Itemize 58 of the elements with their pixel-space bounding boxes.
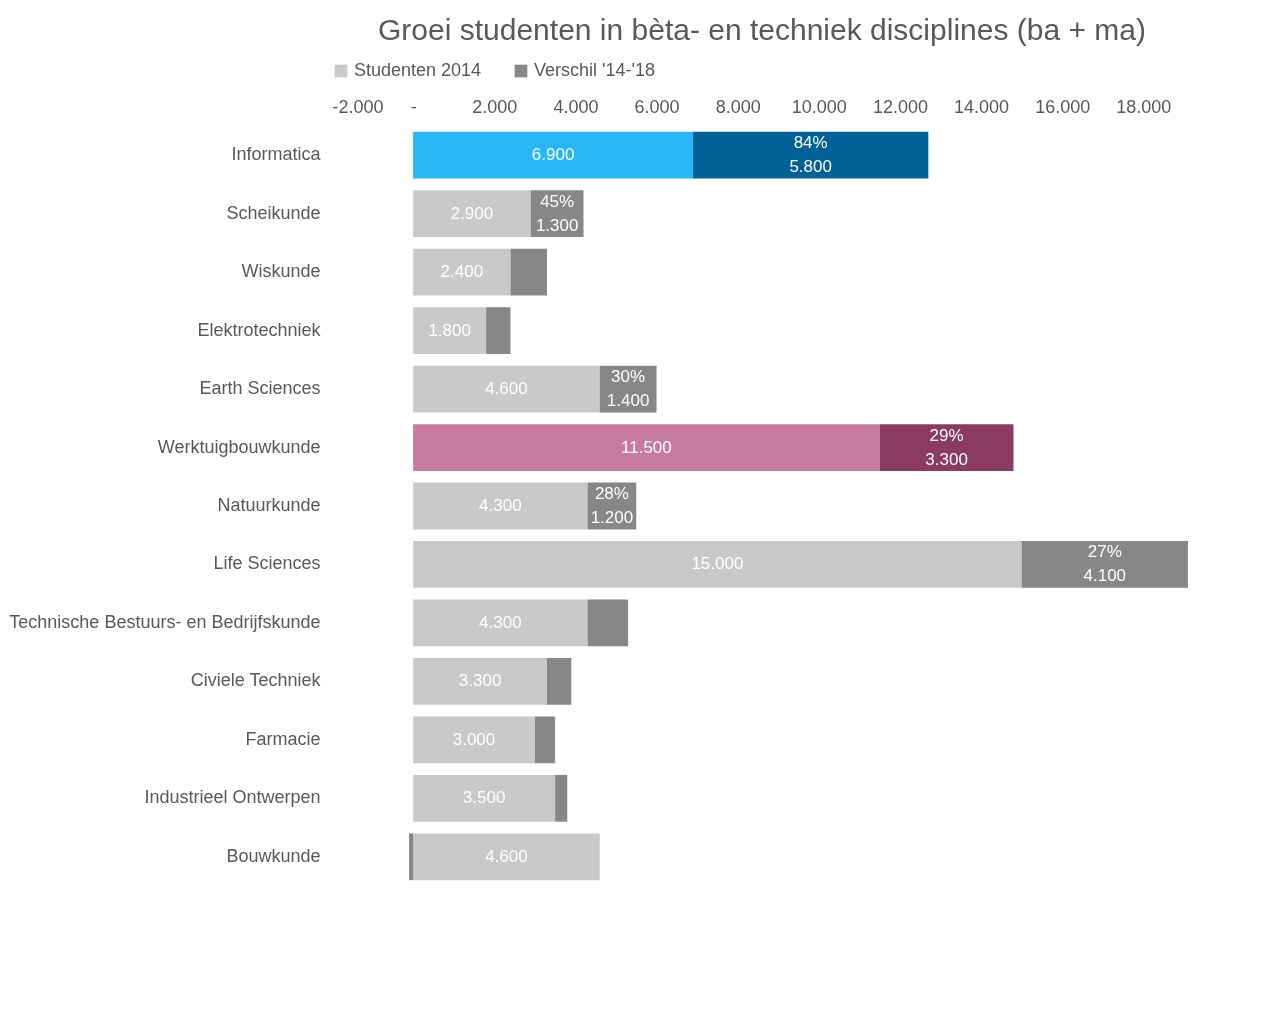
chart-title: Groei studenten in bèta- en techniek disciplines (ba + ma)	[378, 13, 1146, 46]
bar	[413, 190, 531, 238]
bar	[534, 716, 556, 764]
bar	[547, 658, 572, 705]
y-tick-label: Elektrotechniek	[197, 319, 322, 340]
bar	[413, 131, 694, 179]
x-tick-label: 4.000	[553, 96, 599, 117]
x-tick-label: -2.000	[332, 96, 384, 117]
y-tick-label: Civiele Techniek	[190, 670, 322, 691]
y-tick-label: Natuurkunde	[217, 495, 321, 515]
x-tick-label: 16.000	[1035, 96, 1091, 117]
bar	[413, 658, 547, 705]
data-label: 6.900	[531, 145, 575, 165]
bar	[413, 716, 535, 764]
bar	[1021, 541, 1188, 588]
legend-label: Studenten 2014	[354, 60, 482, 80]
x-tick-label: 18.000	[1116, 96, 1172, 117]
bar	[413, 774, 556, 822]
data-label: 84% 5.800	[789, 133, 832, 177]
y-tick-label: Farmacie	[245, 728, 321, 749]
y-tick-label: Wiskunde	[241, 261, 321, 282]
y-tick-label: Earth Sciences	[199, 378, 321, 399]
legend-label: Verschil '14-'18	[534, 60, 655, 80]
bar	[510, 248, 547, 296]
x-tick-label: 14.000	[954, 96, 1010, 117]
y-tick-label: Werktuigbouwkunde	[157, 436, 321, 457]
bar	[879, 424, 1014, 471]
x-tick-label: 10.000	[791, 96, 847, 117]
bar	[413, 424, 880, 471]
y-tick-label: Life Sciences	[213, 553, 321, 574]
y-tick-label: Technische Bestuurs- en Bedrijfskunde	[9, 611, 321, 632]
bar	[413, 482, 588, 530]
data-label: 29% 3.300	[925, 425, 968, 469]
data-label: 27% 4.100	[1083, 542, 1127, 586]
bar	[555, 774, 568, 822]
bar	[413, 541, 1022, 588]
x-tick-label: 8.000	[715, 96, 761, 117]
y-tick-label: Informatica	[231, 144, 322, 165]
bar	[693, 131, 929, 179]
x-tick-label: 2.000	[472, 96, 518, 117]
bar	[413, 833, 600, 881]
y-tick-label: Industrieel Ontwerpen	[144, 787, 321, 808]
y-tick-label: Scheikunde	[226, 202, 321, 223]
data-label: 45% 1.300	[535, 191, 579, 235]
bar	[413, 248, 511, 296]
y-tick-label: Bouwkunde	[226, 845, 321, 866]
bar	[486, 307, 511, 354]
data-label: 30% 1.400	[606, 367, 650, 411]
bar	[409, 833, 414, 881]
data-label: 11.500	[621, 437, 672, 457]
x-tick-label: 12.000	[872, 96, 928, 117]
bar	[587, 599, 629, 647]
data-label: 28% 1.200	[590, 484, 634, 527]
x-tick-label: 6.000	[634, 96, 680, 117]
x-tick-label: -	[410, 96, 417, 117]
bar	[413, 365, 600, 413]
bar	[413, 599, 588, 647]
bar	[413, 307, 487, 354]
